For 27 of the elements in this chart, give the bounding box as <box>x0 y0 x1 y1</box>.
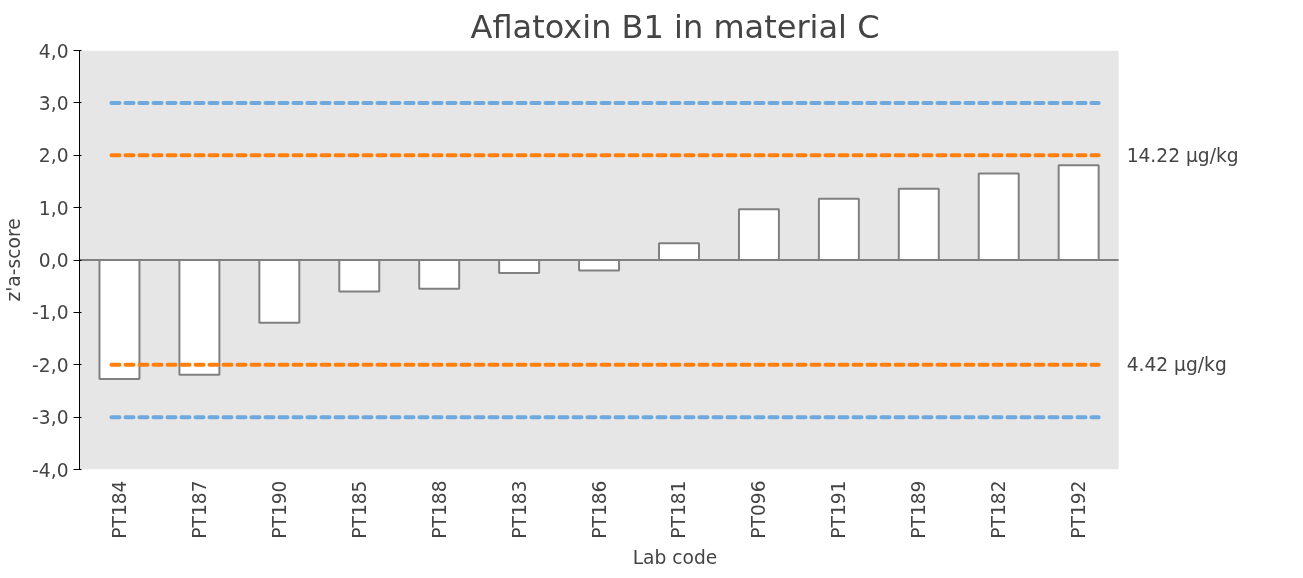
x-tick-label: PT192 <box>1068 480 1090 539</box>
x-axis-title: Lab code <box>632 546 718 568</box>
x-tick-label: PT186 <box>588 480 610 539</box>
ref-line-label: 4.42 µg/kg <box>1126 354 1227 376</box>
x-tick-label: PT183 <box>508 480 530 539</box>
x-tick-label: PT187 <box>188 480 210 539</box>
y-axis-title: z'a-score <box>3 218 25 302</box>
x-tick-label: PT181 <box>668 480 690 539</box>
x-tick-label: PT188 <box>428 480 450 539</box>
ref-line-label: 14.22 µg/kg <box>1126 144 1239 166</box>
x-tick-label: PT185 <box>348 480 370 539</box>
y-tick-label: 3,0 <box>38 92 69 114</box>
y-tick-label: 4,0 <box>38 40 69 62</box>
y-tick-label: -1,0 <box>32 302 69 324</box>
x-tick-label: PT189 <box>908 480 930 539</box>
x-tick-label: PT184 <box>108 480 130 539</box>
x-tick-label: PT096 <box>748 480 770 539</box>
y-tick-label: -3,0 <box>32 407 69 429</box>
y-tick-label: -4,0 <box>32 459 69 481</box>
x-tick-label: PT182 <box>988 480 1010 539</box>
y-tick-label: -2,0 <box>32 354 69 376</box>
y-tick-label: 0,0 <box>38 250 69 271</box>
y-tick-label: 1,0 <box>38 197 69 219</box>
chart-title: Aflatoxin B1 in material C <box>470 7 880 46</box>
x-tick-label: PT190 <box>268 480 290 539</box>
y-tick-label: 2,0 <box>38 145 69 167</box>
x-tick-label: PT191 <box>828 480 850 539</box>
